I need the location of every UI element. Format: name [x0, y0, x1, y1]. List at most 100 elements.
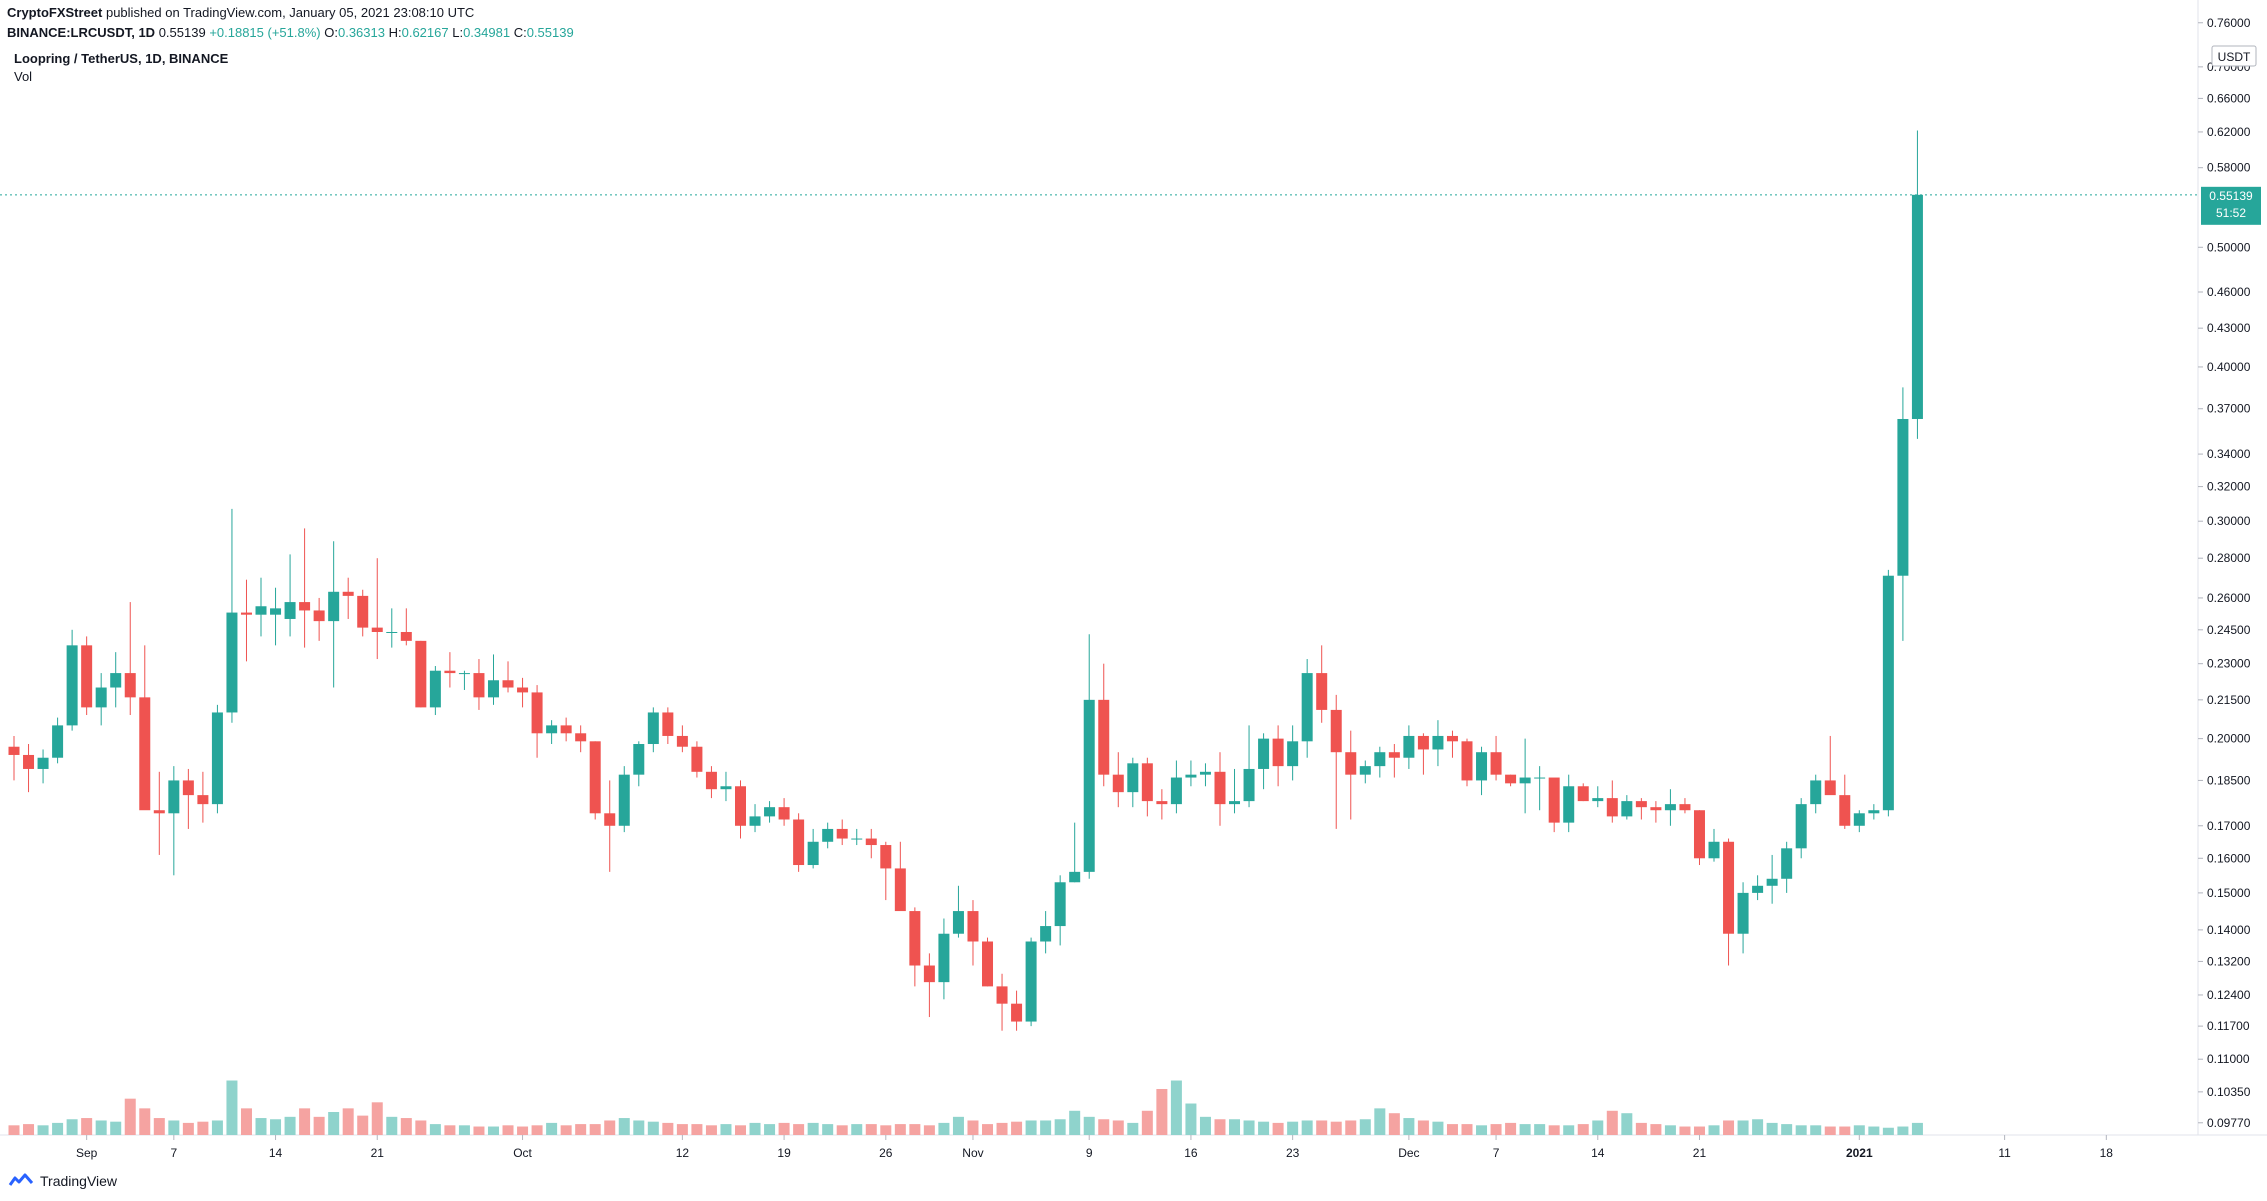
candle[interactable]	[1679, 798, 1691, 814]
candle[interactable]	[1272, 725, 1284, 787]
candle[interactable]	[1417, 733, 1429, 775]
candle[interactable]	[1752, 875, 1764, 901]
candle[interactable]	[836, 819, 848, 846]
candle[interactable]	[1766, 854, 1778, 904]
candle[interactable]	[1548, 777, 1560, 833]
candle[interactable]	[822, 822, 834, 849]
candle[interactable]	[37, 749, 49, 784]
candle[interactable]	[226, 508, 238, 723]
candle[interactable]	[1229, 768, 1241, 814]
candle[interactable]	[502, 661, 514, 693]
candle[interactable]	[952, 885, 964, 938]
candle[interactable]	[1258, 733, 1270, 790]
candle[interactable]	[415, 640, 427, 708]
candle[interactable]	[1199, 763, 1211, 787]
candle[interactable]	[1388, 744, 1400, 778]
candle[interactable]	[1592, 786, 1604, 808]
candle[interactable]	[1461, 738, 1473, 787]
candle[interactable]	[1403, 725, 1415, 769]
candle[interactable]	[531, 685, 543, 758]
candle[interactable]	[1374, 746, 1386, 778]
candle[interactable]	[1359, 760, 1371, 784]
time-axis[interactable]: Sep 7 14 21 Oct 12 19 26 Nov 9 16 23 Dec 7 14 21 2021 11 1…	[76, 1135, 2113, 1160]
candle[interactable]	[1170, 760, 1182, 814]
volume-legend[interactable]: Vol	[14, 69, 33, 84]
candle[interactable]	[546, 720, 558, 745]
candle[interactable]	[110, 652, 122, 708]
candle[interactable]	[1781, 841, 1793, 893]
candle[interactable]	[1868, 804, 1880, 820]
candle[interactable]	[284, 554, 296, 637]
candle[interactable]	[1911, 130, 1923, 439]
candle[interactable]	[1737, 882, 1749, 954]
candle[interactable]	[851, 828, 863, 846]
candle[interactable]	[1839, 774, 1851, 829]
candle[interactable]	[1577, 783, 1589, 802]
candle[interactable]	[633, 741, 645, 787]
candle[interactable]	[1505, 774, 1517, 787]
candle[interactable]	[1243, 725, 1255, 808]
candle[interactable]	[1723, 838, 1735, 966]
candle[interactable]	[386, 608, 398, 648]
price-axis[interactable]: 0.760000.700000.660000.620000.580000.500…	[2198, 16, 2251, 1130]
candle[interactable]	[1083, 634, 1095, 879]
candle[interactable]	[1432, 720, 1444, 767]
candle[interactable]	[1330, 694, 1342, 829]
candle[interactable]	[517, 677, 529, 708]
candle[interactable]	[1693, 810, 1705, 866]
candle[interactable]	[240, 579, 252, 662]
candle[interactable]	[1519, 738, 1531, 814]
candle[interactable]	[604, 780, 616, 872]
candle[interactable]	[880, 841, 892, 901]
candle[interactable]	[270, 587, 282, 646]
candle[interactable]	[182, 768, 194, 829]
candle[interactable]	[967, 900, 979, 966]
candle[interactable]	[735, 780, 746, 839]
candle[interactable]	[357, 589, 369, 637]
candle[interactable]	[938, 918, 950, 1000]
candle[interactable]	[342, 577, 354, 619]
candle[interactable]	[153, 771, 165, 855]
candle[interactable]	[647, 707, 659, 753]
candle[interactable]	[793, 813, 805, 872]
candle[interactable]	[705, 766, 717, 799]
candle[interactable]	[1664, 789, 1676, 826]
candle[interactable]	[1156, 789, 1168, 820]
candle[interactable]	[560, 717, 572, 742]
candle[interactable]	[1069, 822, 1081, 883]
tradingview-logo[interactable]: TradingView	[8, 1173, 117, 1189]
candle[interactable]	[807, 828, 819, 869]
candle[interactable]	[429, 666, 441, 716]
candle[interactable]	[1054, 875, 1066, 946]
candle[interactable]	[139, 645, 151, 811]
candle[interactable]	[1316, 645, 1328, 723]
candle[interactable]	[1112, 752, 1124, 808]
candle[interactable]	[865, 828, 877, 859]
candle[interactable]	[473, 659, 485, 710]
candle[interactable]	[299, 528, 311, 648]
candle[interactable]	[1025, 937, 1037, 1027]
candle[interactable]	[1563, 774, 1575, 833]
candle[interactable]	[764, 801, 776, 823]
candle[interactable]	[909, 907, 921, 987]
candle[interactable]	[662, 707, 674, 745]
candle[interactable]	[1824, 735, 1836, 796]
candle[interactable]	[1795, 798, 1807, 859]
candle[interactable]	[1882, 569, 1894, 817]
candle[interactable]	[1708, 828, 1720, 862]
candle[interactable]	[66, 629, 78, 731]
candle[interactable]	[1185, 760, 1197, 787]
candle[interactable]	[81, 636, 93, 716]
candle[interactable]	[371, 558, 383, 660]
candle[interactable]	[95, 673, 107, 726]
candle[interactable]	[23, 744, 35, 793]
candle[interactable]	[1011, 990, 1023, 1031]
candle[interactable]	[1127, 757, 1139, 808]
candle[interactable]	[923, 953, 935, 1018]
candle[interactable]	[720, 771, 732, 802]
candle[interactable]	[1650, 801, 1662, 823]
unit-badge[interactable]: USDT	[2211, 45, 2257, 67]
candle[interactable]	[1098, 663, 1110, 787]
candle[interactable]	[211, 704, 223, 814]
